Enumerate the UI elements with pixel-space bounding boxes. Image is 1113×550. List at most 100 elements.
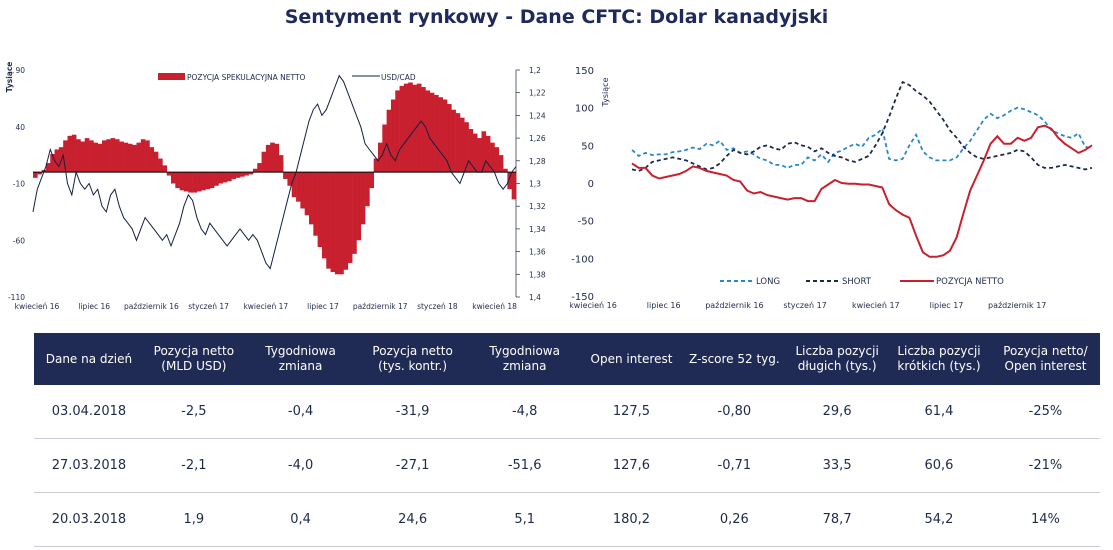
bar-mark bbox=[330, 172, 336, 273]
header-long-positions: Liczba pozycji długich (tys.) bbox=[787, 333, 888, 385]
bar-mark bbox=[455, 113, 461, 173]
bar-mark bbox=[425, 90, 431, 173]
header-date: Dane na dzień bbox=[34, 333, 144, 385]
bar-mark bbox=[481, 131, 487, 173]
y-axis-tick-label: 0 bbox=[588, 179, 594, 190]
bar-mark bbox=[214, 172, 219, 186]
bar-mark bbox=[54, 149, 60, 173]
table-row: 20.03.2018 1,9 0,4 24,6 5,1 180,2 0,26 7… bbox=[34, 492, 1100, 547]
bar-mark bbox=[209, 172, 215, 189]
bar-mark bbox=[80, 141, 86, 173]
y-axis-tick-label: 50 bbox=[581, 141, 594, 152]
bar-mark bbox=[175, 172, 180, 189]
header-net-open-interest: Pozycja netto/ Open interest bbox=[990, 333, 1100, 385]
table-cell: -31,9 bbox=[357, 385, 468, 439]
bar-mark bbox=[145, 140, 150, 173]
bar-mark bbox=[231, 172, 236, 179]
bar-mark bbox=[395, 90, 400, 173]
table-cell: 24,6 bbox=[357, 492, 468, 547]
bar-mark bbox=[110, 138, 116, 173]
bar-mark bbox=[438, 97, 443, 173]
bar-mark bbox=[218, 172, 224, 184]
table-cell: -51,6 bbox=[467, 438, 582, 493]
x-axis-tick-label: październik 16 bbox=[124, 302, 179, 311]
y-axis-tick-label: -100 bbox=[571, 254, 594, 265]
bar-mark bbox=[119, 141, 124, 173]
legend-label: LONG bbox=[756, 277, 780, 287]
table-cell: 127,5 bbox=[581, 385, 682, 439]
bar-mark bbox=[498, 155, 504, 173]
bar-mark bbox=[140, 139, 146, 173]
bar-mark bbox=[412, 84, 418, 173]
table-cell: 60,6 bbox=[887, 438, 991, 493]
table-cell: -2,5 bbox=[143, 385, 244, 439]
x-axis-tick-label: lipiec 16 bbox=[647, 301, 681, 310]
bar-mark bbox=[227, 172, 232, 182]
legend-bar-swatch bbox=[158, 73, 185, 80]
bar-mark bbox=[326, 172, 331, 269]
bar-mark bbox=[352, 172, 357, 254]
bar-mark bbox=[37, 172, 42, 175]
bar-mark bbox=[201, 172, 206, 191]
bar-mark bbox=[503, 168, 508, 173]
bar-mark bbox=[244, 172, 249, 176]
table-cell: 20.03.2018 bbox=[34, 492, 144, 547]
bar-mark bbox=[485, 135, 491, 173]
right-axis-tick-label: 1,28 bbox=[529, 157, 546, 166]
bar-mark bbox=[136, 142, 142, 173]
table-cell: -27,1 bbox=[357, 438, 468, 493]
bar-mark bbox=[451, 109, 456, 173]
bar-mark bbox=[89, 140, 94, 173]
bar-mark bbox=[265, 144, 271, 173]
bar-mark bbox=[309, 172, 314, 225]
usdcad-line bbox=[32, 74, 517, 270]
bar-mark bbox=[459, 117, 465, 173]
header-open-interest: Open interest bbox=[581, 333, 682, 385]
bar-mark bbox=[511, 172, 517, 200]
bar-mark bbox=[386, 109, 392, 173]
bar-mark bbox=[222, 172, 228, 183]
bar-mark bbox=[343, 172, 349, 270]
bar-mark bbox=[248, 172, 254, 175]
bar-mark bbox=[472, 133, 478, 173]
bar-mark bbox=[153, 151, 159, 173]
bar-mark bbox=[360, 172, 366, 225]
bar-mark bbox=[132, 144, 137, 173]
bar-mark bbox=[97, 143, 103, 173]
table-cell: 5,1 bbox=[467, 492, 582, 547]
series-line-pozycja-netto bbox=[631, 124, 1093, 258]
x-axis-tick-label: kwiecień 16 bbox=[15, 302, 60, 311]
table-cell: -2,1 bbox=[143, 438, 244, 493]
y-axis-tick-label: 150 bbox=[575, 66, 594, 77]
bar-mark bbox=[257, 163, 262, 173]
bar-mark bbox=[114, 139, 120, 173]
left-axis-tick-label: 40 bbox=[15, 123, 25, 132]
bar-mark bbox=[71, 134, 77, 173]
y-axis-tick-label: 100 bbox=[575, 104, 594, 115]
bar-mark bbox=[477, 138, 482, 173]
x-axis-tick-label: lipiec 16 bbox=[78, 302, 110, 311]
bar-mark bbox=[442, 99, 448, 173]
bar-mark bbox=[408, 82, 413, 173]
bar-mark bbox=[171, 172, 176, 184]
right-axis-tick-label: 1,36 bbox=[529, 248, 546, 257]
bar-mark bbox=[84, 138, 90, 173]
bar-mark bbox=[93, 142, 98, 173]
table-row: 03.04.2018 -2,5 -0,4 -31,9 -4,8 127,5 -0… bbox=[34, 385, 1100, 439]
bar-mark bbox=[334, 172, 340, 275]
bar-mark bbox=[188, 172, 193, 193]
x-axis-tick-label: październik 17 bbox=[353, 302, 408, 311]
bar-mark bbox=[447, 104, 452, 173]
x-axis-tick-label: kwiecień 17 bbox=[852, 301, 900, 310]
bar-mark bbox=[196, 172, 202, 192]
bar-mark bbox=[50, 153, 55, 173]
table-cell: -0,71 bbox=[681, 438, 788, 493]
legend-label: POZYCJA NETTO bbox=[936, 277, 1004, 287]
table-cell: 27.03.2018 bbox=[34, 438, 144, 493]
bar-mark bbox=[313, 172, 318, 236]
bar-mark bbox=[356, 172, 362, 241]
bar-mark bbox=[403, 83, 409, 173]
bar-mark bbox=[390, 99, 396, 173]
right-axis-tick-label: 1,2 bbox=[529, 66, 541, 75]
bar-mark bbox=[369, 172, 374, 189]
